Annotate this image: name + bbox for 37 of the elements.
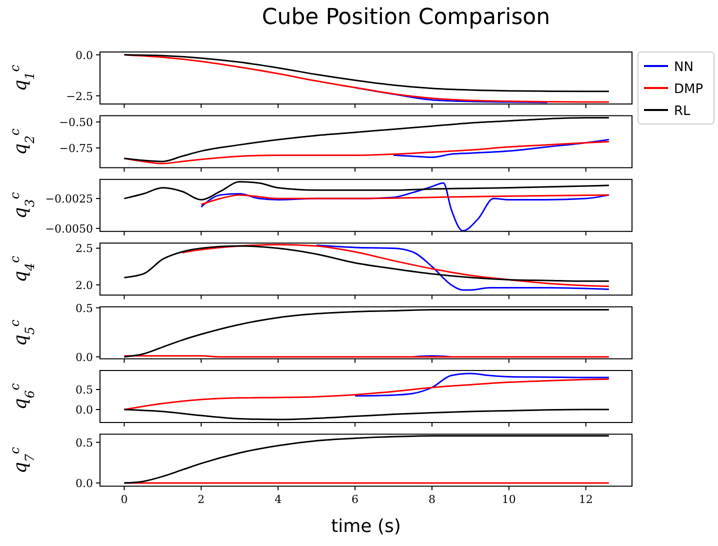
y-tick-label: 0.0 xyxy=(76,476,93,490)
x-tick-label: 12 xyxy=(578,493,593,506)
y-tick-label: −2.5 xyxy=(66,90,93,103)
y-tick-label: 0.0 xyxy=(76,350,93,364)
legend-label: RL xyxy=(674,104,692,119)
line-series xyxy=(392,138,610,158)
x-tick-label: 0 xyxy=(120,493,128,506)
line-series xyxy=(123,378,610,410)
line-series xyxy=(316,244,610,291)
y-tick-label: 2.5 xyxy=(76,242,93,256)
x-axis-title: time (s) xyxy=(331,516,401,538)
line-series xyxy=(354,372,610,397)
y-tick-label: 0.0 xyxy=(76,404,93,416)
y-tick-label: −0.0025 xyxy=(45,192,93,206)
legend-label: DMP xyxy=(674,82,704,97)
y-tick-label: −0.0050 xyxy=(45,222,93,236)
line-series xyxy=(123,245,610,282)
line-series xyxy=(123,408,610,420)
line-series xyxy=(200,194,610,206)
y-tick-label: −0.75 xyxy=(59,142,93,155)
x-tick-label: 4 xyxy=(274,493,282,506)
line-series xyxy=(123,140,610,164)
x-tick-label: 10 xyxy=(502,493,516,506)
line-series xyxy=(123,181,610,200)
chart-title: Cube Position Comparison xyxy=(262,5,550,30)
x-tick-label: 8 xyxy=(428,493,436,506)
y-tick-label: 0.5 xyxy=(76,436,93,450)
y-tick-label: 0.0 xyxy=(76,48,93,62)
x-tick-label: 6 xyxy=(352,493,359,506)
legend-label: NN xyxy=(674,60,694,75)
line-series xyxy=(123,54,610,92)
y-tick-label: 0.5 xyxy=(76,384,93,396)
y-tick-label: −0.50 xyxy=(59,116,93,129)
y-tick-label: 0.5 xyxy=(76,302,93,315)
x-tick-label: 2 xyxy=(198,493,205,506)
y-tick-label: 2.0 xyxy=(76,278,93,292)
line-series xyxy=(181,244,610,288)
